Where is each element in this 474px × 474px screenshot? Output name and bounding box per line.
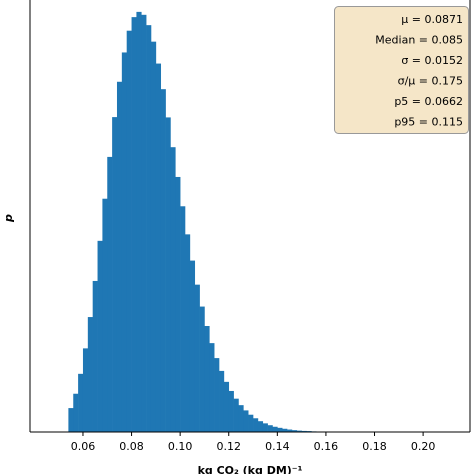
bar: [253, 418, 259, 432]
bar: [126, 30, 132, 433]
x-axis-label: kg CO₂ (kg DM)⁻¹: [198, 464, 303, 474]
bar: [121, 52, 127, 432]
bar: [277, 427, 283, 432]
bar: [102, 198, 108, 432]
bar: [204, 326, 210, 432]
bar: [209, 343, 215, 432]
bar: [296, 430, 302, 432]
bar: [243, 410, 249, 432]
stat-label: p5 = 0.0662: [394, 95, 463, 108]
bar: [262, 423, 268, 432]
bar: [267, 425, 273, 432]
x-tick-label: 0.10: [168, 440, 193, 453]
bar: [291, 430, 298, 432]
x-tick-label: 0.08: [119, 440, 144, 453]
bar: [97, 240, 103, 432]
bar: [282, 428, 288, 432]
stat-label: μ = 0.0871: [401, 13, 463, 26]
bar: [160, 89, 166, 433]
bar: [301, 430, 307, 432]
bar: [68, 408, 74, 432]
bar: [194, 284, 200, 432]
bar: [287, 429, 293, 432]
bar: [87, 317, 93, 432]
bar: [175, 176, 181, 432]
bar: [78, 373, 84, 432]
bar: [214, 358, 220, 432]
bar: [146, 25, 152, 433]
bar: [219, 370, 225, 432]
bar: [199, 306, 205, 432]
bar: [107, 156, 113, 432]
bar: [92, 280, 98, 432]
bar: [185, 234, 191, 432]
bar: [257, 421, 264, 432]
stat-label: Median = 0.085: [375, 34, 463, 47]
bar: [150, 41, 157, 433]
stat-label: p95 = 0.115: [394, 116, 463, 129]
y-axis-label: p: [2, 214, 15, 223]
bar: [112, 117, 118, 433]
bar: [131, 17, 137, 433]
x-tick-label: 0.16: [314, 440, 339, 453]
bar: [116, 81, 123, 433]
stat-label: σ/μ = 0.175: [398, 75, 463, 88]
x-tick-label: 0.06: [71, 440, 96, 453]
bar: [223, 381, 230, 432]
x-tick-label: 0.18: [362, 440, 387, 453]
bar: [73, 393, 79, 432]
stat-label: σ = 0.0152: [401, 54, 463, 67]
bar: [238, 405, 244, 432]
bar: [228, 390, 234, 432]
x-tick-label: 0.20: [411, 440, 436, 453]
bar: [189, 260, 196, 432]
bar: [141, 14, 147, 432]
bar: [248, 414, 254, 432]
bar: [233, 398, 239, 432]
bar: [136, 11, 142, 432]
bar: [180, 206, 186, 432]
bar: [155, 63, 162, 433]
bar: [272, 426, 278, 432]
bar: [170, 147, 176, 432]
bar: [82, 348, 89, 432]
x-tick-label: 0.14: [265, 440, 290, 453]
bar: [165, 117, 171, 432]
stats-box: [334, 6, 469, 134]
x-tick-label: 0.12: [216, 440, 241, 453]
